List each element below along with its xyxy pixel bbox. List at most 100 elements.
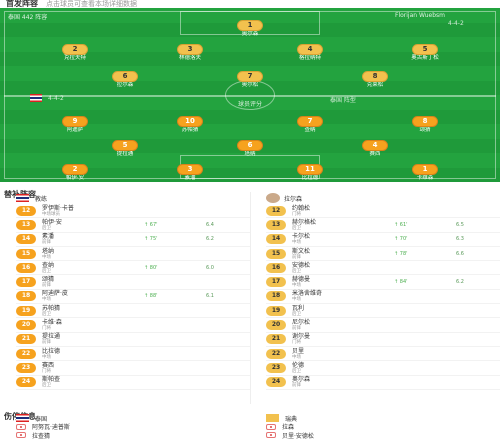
sub-name: 米洛舍维奇: [292, 290, 323, 298]
shirt-number: 18: [266, 291, 286, 302]
sub-row[interactable]: 15 斯文松 前锋 ↑ 78' 6.6: [266, 247, 500, 262]
sub-row[interactable]: 13 帕伊·安 后卫 ↑ 67' 6.4: [16, 218, 250, 233]
sub-info: 卡尔松 中场: [292, 233, 310, 245]
home-player-2[interactable]: 2 帕伊·安: [30, 156, 120, 182]
sub-info: 谢尔曼 门将: [292, 333, 310, 345]
shirt-number: 16: [16, 262, 36, 273]
sub-row[interactable]: 23 赛西 门将: [16, 361, 250, 376]
away-player-6[interactable]: 6 拉尔森: [80, 63, 170, 89]
shirt-number: 19: [266, 305, 286, 316]
sub-row[interactable]: 24 斯帕查 后卫: [16, 376, 250, 390]
shirt-number: 23: [266, 362, 286, 373]
home-player-11[interactable]: 11 比拉德: [265, 156, 355, 182]
top-penalty-box: [180, 11, 320, 35]
home-formation-right: 泰国 阵型: [330, 97, 356, 104]
away-coach-row: 拉尔森: [266, 192, 500, 204]
sub-name: 素潘: [42, 233, 55, 241]
sub-row[interactable]: 18 米洛舍维奇 中场: [266, 290, 500, 305]
sub-in-icon: ↑ 67': [144, 221, 158, 228]
sub-row[interactable]: 15 塔纳 中场: [16, 247, 250, 262]
thailand-flag-icon: [16, 194, 29, 202]
sub-info: 赫德曼 中场: [292, 276, 310, 288]
shirt-number: 24: [266, 377, 286, 388]
sub-row[interactable]: 20 尼尔松 前锋: [266, 318, 500, 333]
injury-icon: [16, 432, 26, 439]
sub-row[interactable]: 14 素潘 前锋 ↑ 75' 6.2: [16, 233, 250, 247]
home-injury-team: 泰国: [35, 415, 48, 423]
sub-name: 赛西: [42, 361, 55, 369]
subs-header: 替补阵容: [0, 182, 500, 199]
sub-position: 后卫: [42, 268, 51, 274]
pitch: 泰国 442 阵容 Florijan Wuebsm 4-4-2 4-4-2 泰国…: [0, 8, 500, 182]
sub-info: 贝里 中场: [292, 348, 304, 360]
sub-info: 查纳 后卫: [42, 262, 54, 274]
home-player-3[interactable]: 3 素潘: [145, 156, 235, 182]
sub-row[interactable]: 14 卡尔松 中场 ↑ 70' 6.3: [266, 233, 500, 247]
sub-position: 后卫: [42, 225, 51, 231]
sub-row[interactable]: 16 安德松 后卫: [266, 261, 500, 276]
sub-rating: 6.2: [206, 236, 214, 243]
away-player-8[interactable]: 8 克莱松: [330, 63, 420, 89]
sub-info: 素潘 前锋: [42, 233, 54, 245]
injured-player-name: 贝里·安德松: [282, 432, 314, 440]
sub-position: 门将: [42, 326, 51, 332]
sub-row[interactable]: 17 颂猜 前锋: [16, 275, 250, 290]
sub-position: 中场: [42, 254, 51, 260]
sub-row[interactable]: 24 奥尔森 前锋: [266, 376, 500, 390]
sub-name: 查纳: [42, 261, 55, 269]
sub-row[interactable]: 20 卡维·森 门将: [16, 318, 250, 333]
injury-row[interactable]: 拉森: [266, 423, 500, 431]
away-player-1[interactable]: 1 奥尔森: [205, 12, 295, 38]
sub-row[interactable]: 18 阿迪萨·皮 中场 ↑ 88' 6.1: [16, 290, 250, 305]
sub-row[interactable]: 12 约翰松 门将: [266, 204, 500, 219]
sub-info: 罗伊斯·卡普 中场球员: [42, 205, 74, 217]
home-player-9[interactable]: 9 阿迪萨: [30, 108, 120, 134]
home-coach-row: 教练: [16, 192, 250, 204]
sub-row[interactable]: 21 谢尔曼 门将: [266, 333, 500, 347]
home-player-10[interactable]: 10 苏帕猜: [145, 108, 235, 134]
sub-info: 奥尔森 前锋: [292, 376, 310, 388]
home-player-8[interactable]: 8 颂猜: [380, 108, 470, 134]
home-player-7[interactable]: 7 查纳: [265, 108, 355, 134]
sub-row[interactable]: 12 罗伊斯·卡普 中场球员: [16, 204, 250, 219]
sub-info: 尼尔松 前锋: [292, 319, 310, 331]
sub-name: 罗伊斯·卡普: [42, 204, 74, 212]
sub-row[interactable]: 23 伦德 后卫: [266, 361, 500, 376]
sub-name: 阿迪萨·皮: [42, 290, 68, 298]
subs-divider: [250, 192, 251, 404]
away-injury-team: 瑞典: [285, 415, 298, 423]
away-player-3[interactable]: 3 林德洛夫: [177, 44, 203, 61]
injury-row[interactable]: 拉查猜: [16, 431, 250, 440]
shirt-number: 21: [16, 334, 36, 345]
away-injuries-column: 瑞典 拉森 贝里·安德松: [250, 414, 500, 440]
thailand-flag-icon: [16, 414, 29, 423]
home-coach-label: 教练: [35, 195, 48, 203]
injury-icon: [266, 432, 276, 439]
sub-row[interactable]: 19 苏帕猜 后卫: [16, 304, 250, 319]
sub-row[interactable]: 19 瓦利 后卫: [266, 304, 500, 319]
home-player-4[interactable]: 4 赛西: [330, 132, 420, 158]
away-player-7[interactable]: 7 奥尔松: [205, 63, 295, 89]
thailand-flag-icon: [30, 94, 42, 102]
sub-row[interactable]: 22 比拉德 中场: [16, 347, 250, 362]
injury-row[interactable]: 贝里·安德松: [266, 431, 500, 440]
sub-row[interactable]: 16 查纳 后卫 ↑ 80' 6.0: [16, 261, 250, 276]
injury-row[interactable]: 阿努瓦·迪普斯: [16, 423, 250, 432]
sub-row[interactable]: 21 提拉通 前锋: [16, 333, 250, 347]
sub-name: 斯文松: [292, 247, 311, 255]
away-player-4[interactable]: 4 格拉纳特: [297, 44, 323, 61]
shirt-number: 22: [16, 348, 36, 359]
home-player-6[interactable]: 6 塔纳: [205, 132, 295, 158]
sub-name: 斯帕查: [42, 376, 61, 384]
sub-row[interactable]: 17 赫德曼 中场 ↑ 84' 6.2: [266, 275, 500, 290]
home-team-label: 泰国 442 阵容: [8, 14, 48, 21]
sub-row[interactable]: 13 赫尔格松 后卫 ↑ 61' 6.5: [266, 218, 500, 233]
injured-player-name: 阿努瓦·迪普斯: [32, 424, 70, 432]
sub-name: 尼尔松: [292, 319, 311, 327]
sub-position: 门将: [42, 368, 51, 374]
away-player-2[interactable]: 2 克拉夫特: [62, 44, 88, 61]
sub-row[interactable]: 22 贝里 中场: [266, 347, 500, 362]
away-player-5[interactable]: 5 奥古斯丁松: [411, 44, 439, 61]
home-player-1[interactable]: 1 卡维森: [380, 156, 470, 182]
home-player-5[interactable]: 5 提拉通: [80, 132, 170, 158]
